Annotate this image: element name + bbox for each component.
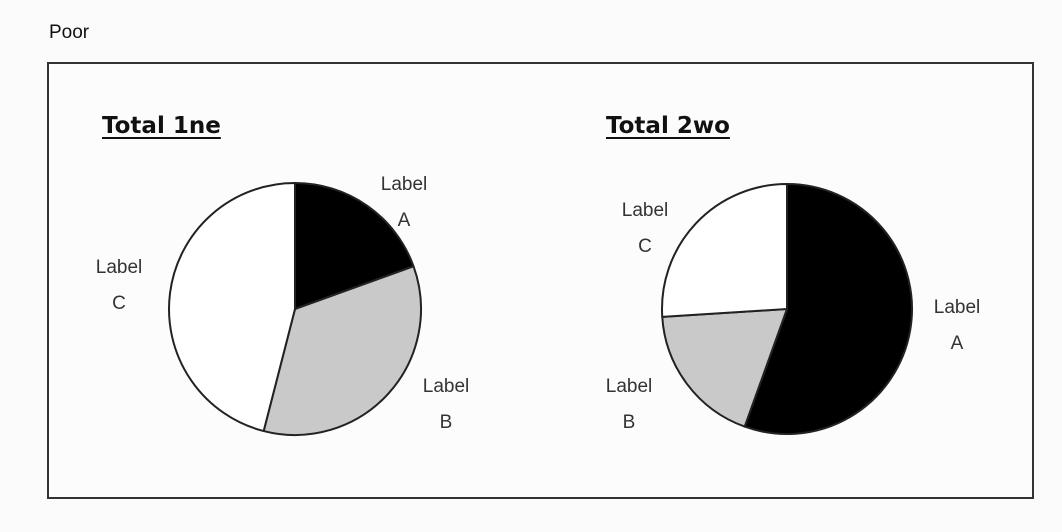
- pie-2-label-label-b: Label B: [606, 376, 653, 433]
- page-caption: Poor: [49, 22, 90, 43]
- pie-2-label-label-a: Label A: [934, 297, 981, 354]
- pie-1-slice-label-c: [168, 182, 296, 433]
- pie-chart-1: Label A Label B Label C: [96, 174, 470, 436]
- pie-1-label-label-a: Label A: [381, 174, 428, 231]
- pie-1-title: Total 1ne: [102, 113, 221, 139]
- pie-2-title: Total 2wo: [606, 113, 730, 139]
- pie-chart-2: Label A Label B Label C: [606, 183, 981, 435]
- pie-1-label-label-b: Label B: [423, 376, 470, 433]
- pie-2-slice-label-b: [661, 308, 788, 428]
- pie-2-slice-label-a: [743, 183, 913, 435]
- pie-2-slice-label-c: [661, 183, 788, 318]
- pie-1-slice-label-a: [294, 182, 415, 310]
- pie-1-label-label-c: Label C: [96, 257, 143, 314]
- pie-2-label-label-c: Label C: [622, 200, 669, 257]
- pie-1-slice-label-b: [262, 265, 422, 436]
